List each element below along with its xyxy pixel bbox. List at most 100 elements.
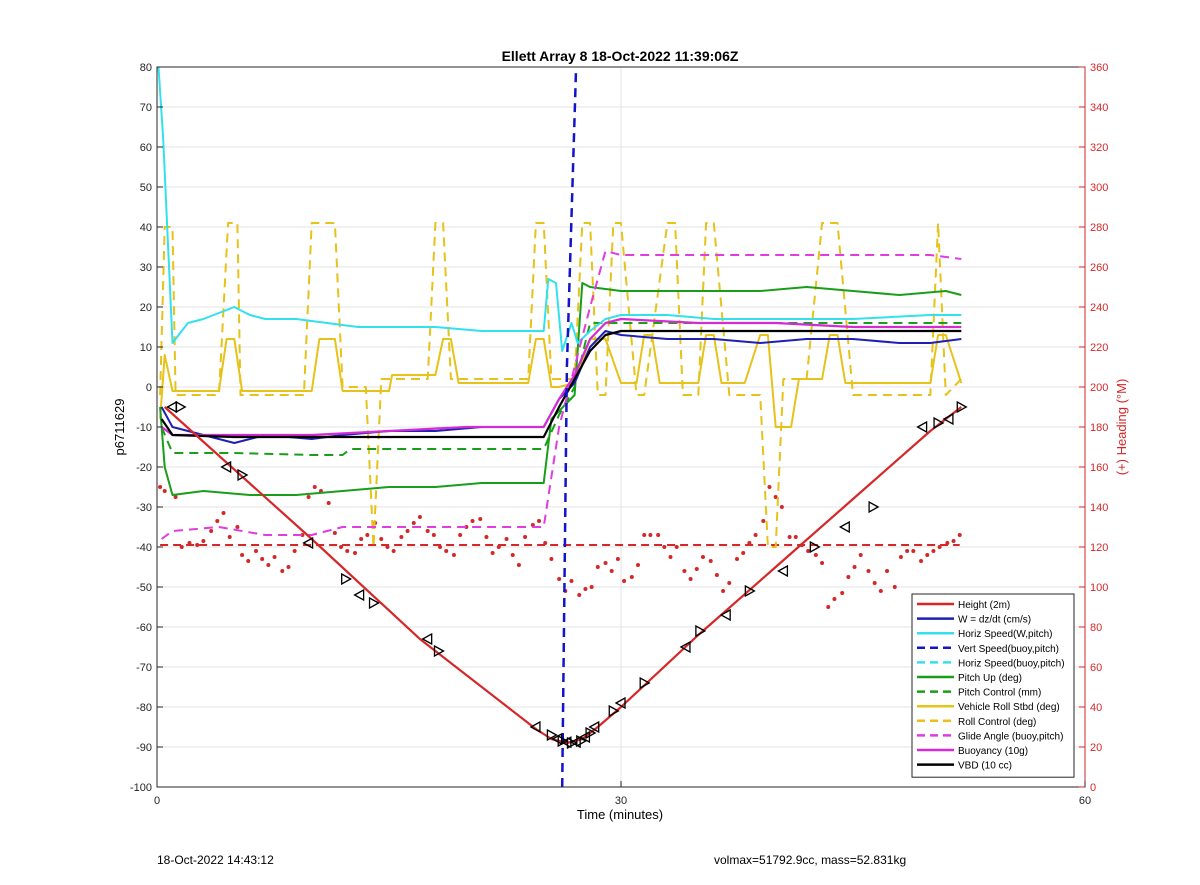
series-line-9 [161,250,962,540]
heading-point [905,549,910,553]
y2-tick-label: 0 [1090,782,1096,794]
height-marker [557,734,569,748]
heading-point [173,495,178,499]
legend-label: Glide Angle (buoy,pitch) [958,731,1063,742]
height-marker [838,520,850,534]
height-marker [933,416,945,430]
heading-point [787,535,792,539]
heading-point [813,553,818,557]
heading-point [391,549,396,553]
heading-point [674,545,679,549]
y2-tick-label: 260 [1090,262,1108,274]
heading-point [925,553,930,557]
heading-point [721,589,726,593]
x-tick-label: 30 [615,795,627,807]
height-marker [614,696,626,710]
height-marker [719,608,731,622]
heading-point [504,537,509,541]
heading-point [636,563,641,567]
heading-point [399,535,404,539]
heading-point [577,593,582,597]
y2-tick-label: 360 [1090,62,1108,74]
heading-point [510,553,515,557]
heading-point [221,511,226,515]
series-line-5 [159,282,962,496]
height-marker [868,500,880,514]
heading-point [523,535,528,539]
y-axis-label: p6711629 [112,399,127,456]
heading-point [306,495,311,499]
y-tick-label: 0 [146,382,152,394]
heading-point [537,519,542,523]
heading-point [735,557,739,561]
height-marker [585,726,597,740]
heading-point [846,575,851,579]
height-marker [916,420,928,434]
heading-point [227,535,232,539]
y-tick-label: -40 [136,542,152,554]
heading-point [840,591,845,595]
legend-label: Horiz Speed(W,pitch) [958,629,1052,640]
series-line-10 [160,317,962,437]
heading-point [767,485,772,489]
footer-volmax-mass: volmax=51792.9cc, mass=52.831kg [714,853,907,867]
y2-tick-label: 140 [1090,502,1108,514]
series-line-3 [560,67,578,787]
height-marker [353,588,365,602]
heading-point [629,575,634,579]
heading-point [727,581,732,585]
heading-point [451,553,456,557]
heading-point [162,489,167,493]
heading-point [832,597,837,601]
heading-point [806,549,811,553]
height-marker [777,564,789,578]
y-tick-label: 30 [140,262,152,274]
heading-point [286,565,291,569]
height-marker [302,536,314,550]
legend-label: Buoyancy (10g) [958,746,1028,757]
heading-point [365,533,370,537]
height-marker [566,736,578,750]
plot-series [157,67,968,787]
heading-point [820,561,825,565]
heading-point [272,555,277,559]
heading-point [668,555,673,559]
y2-tick-label: 340 [1090,102,1108,114]
height-marker [341,572,353,586]
legend: Height (2m) W = dz/dt (cm/s) Horiz Speed(W… [911,593,1075,778]
height-marker [433,644,445,658]
legend-label: Pitch Up (deg) [958,673,1022,684]
y2-tick-label: 180 [1090,422,1108,434]
heading-point [444,549,449,553]
y2-tick-label: 60 [1090,662,1102,674]
heading-point [246,559,251,563]
heading-point [516,563,521,567]
heading-point [852,565,857,569]
heading-point [951,539,956,543]
heading-point [417,515,422,519]
y2-tick-label: 80 [1090,622,1102,634]
heading-point [761,519,766,523]
y2-axis-label: (+) Heading (°M) [1114,379,1129,476]
heading-point [260,557,265,561]
heading-point [898,555,903,559]
footer-timestamp: 18-Oct-2022 14:43:12 [157,853,274,867]
heading-point [195,543,200,547]
x-tick-label: 60 [1079,795,1091,807]
heading-point [280,569,285,573]
height-marker [237,468,249,482]
heading-point [379,537,384,541]
y-tick-label: -90 [136,742,152,754]
y2-tick-label: 40 [1090,702,1102,714]
heading-point [793,535,798,539]
heading-point [595,565,600,569]
y-tick-label: -60 [136,622,152,634]
heading-point [642,533,647,537]
y2-tick-label: 160 [1090,462,1108,474]
y-tick-label: 20 [140,302,152,314]
heading-point [878,589,883,593]
legend-label: Vehicle Roll Stbd (deg) [958,702,1060,713]
height-marker [942,412,954,426]
heading-point [826,605,831,609]
y2-tick-label: 20 [1090,742,1102,754]
